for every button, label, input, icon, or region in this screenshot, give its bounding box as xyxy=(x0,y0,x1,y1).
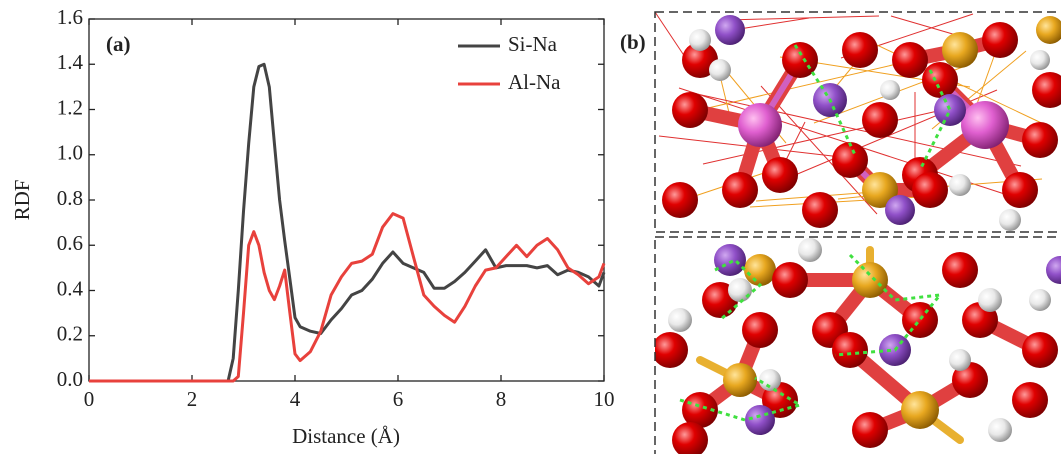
structure-bottom xyxy=(655,238,1061,454)
atom xyxy=(999,209,1021,231)
x-tick-label: 4 xyxy=(290,387,301,411)
x-tick-label: 0 xyxy=(84,387,95,411)
atom xyxy=(852,412,888,448)
y-tick-label: 1.2 xyxy=(57,95,83,119)
y-axis-label: RDF xyxy=(10,180,34,221)
atom xyxy=(668,308,692,332)
atom xyxy=(1030,50,1050,70)
atom xyxy=(762,157,798,193)
legend-label: Al-Na xyxy=(508,70,561,94)
atom xyxy=(1036,16,1061,44)
atom xyxy=(715,15,745,45)
atom xyxy=(952,362,988,398)
data-line xyxy=(89,212,606,383)
data-line xyxy=(89,62,606,383)
atom xyxy=(942,32,978,68)
panel-box xyxy=(654,236,1061,454)
legend-label: Si-Na xyxy=(508,32,558,56)
x-tick-label: 6 xyxy=(393,387,404,411)
panel-label: (a) xyxy=(106,32,131,56)
atom xyxy=(852,262,888,298)
atom xyxy=(722,172,758,208)
atom xyxy=(802,192,838,228)
y-tick-label: 0.4 xyxy=(57,276,84,300)
atom xyxy=(892,42,928,78)
atom xyxy=(912,172,948,208)
atom xyxy=(1022,122,1058,158)
atom xyxy=(798,238,822,262)
wire-bond xyxy=(726,15,880,21)
y-tick-label: 0.2 xyxy=(57,322,83,346)
atom xyxy=(949,349,971,371)
atom xyxy=(723,363,757,397)
atom xyxy=(1012,382,1048,418)
atom xyxy=(728,278,752,302)
atom xyxy=(901,391,939,429)
atom xyxy=(714,244,746,276)
atom xyxy=(709,59,731,81)
atom xyxy=(672,92,708,128)
wire-bond xyxy=(732,17,810,31)
atom xyxy=(862,172,898,208)
atom xyxy=(842,32,878,68)
atom xyxy=(759,369,781,391)
atom xyxy=(902,302,938,338)
atom xyxy=(1002,172,1038,208)
x-tick-label: 8 xyxy=(496,387,507,411)
atom xyxy=(772,262,808,298)
atom xyxy=(1022,332,1058,368)
panel-label: (b) xyxy=(620,30,646,54)
structure-top xyxy=(655,12,1061,231)
atom xyxy=(742,312,778,348)
hbond xyxy=(918,69,952,171)
atom xyxy=(655,332,688,368)
atom xyxy=(1032,72,1061,108)
atom xyxy=(885,195,915,225)
y-tick-label: 1.4 xyxy=(57,50,84,74)
atom xyxy=(961,101,1009,149)
atom xyxy=(978,288,1002,312)
hbond xyxy=(834,253,944,357)
atom xyxy=(1029,289,1051,311)
atom xyxy=(682,392,718,428)
atom xyxy=(934,94,966,126)
atom xyxy=(662,182,698,218)
atom xyxy=(689,29,711,51)
atom xyxy=(738,103,782,147)
x-tick-label: 2 xyxy=(187,387,198,411)
atom xyxy=(672,422,708,454)
atom xyxy=(832,332,868,368)
atom xyxy=(862,102,898,138)
atom xyxy=(982,22,1018,58)
x-axis-label: Distance (Å) xyxy=(292,424,400,448)
y-tick-label: 0.0 xyxy=(57,367,83,391)
atom xyxy=(832,142,868,178)
wire-bond xyxy=(760,85,878,215)
y-tick-label: 1.0 xyxy=(57,141,83,165)
y-tick-label: 0.6 xyxy=(57,231,83,255)
atom xyxy=(744,254,776,286)
x-tick-label: 10 xyxy=(594,387,615,411)
y-tick-label: 1.6 xyxy=(57,5,83,29)
hbond xyxy=(714,258,763,322)
panel-box xyxy=(654,11,1061,233)
y-tick-label: 0.8 xyxy=(57,186,83,210)
atom xyxy=(682,42,718,78)
hbond xyxy=(679,376,804,422)
atom xyxy=(1046,256,1061,284)
atom xyxy=(949,174,971,196)
atom xyxy=(942,252,978,288)
atom xyxy=(988,418,1012,442)
hbond xyxy=(793,44,857,156)
atom xyxy=(880,80,900,100)
wire-bond xyxy=(784,121,806,163)
